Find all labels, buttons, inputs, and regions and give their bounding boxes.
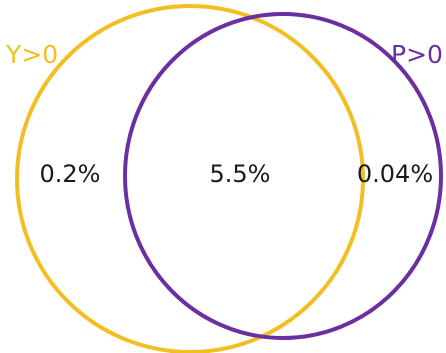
region-value-intersection: 5.5% [210,160,271,188]
set-label-y: Y>0 [5,40,58,69]
set-circle-y [15,4,365,353]
set-circle-p [123,12,443,340]
region-value-y-only: 0.2% [40,160,101,188]
region-value-p-only: 0.04% [357,160,433,188]
set-label-p: P>0 [391,40,443,69]
